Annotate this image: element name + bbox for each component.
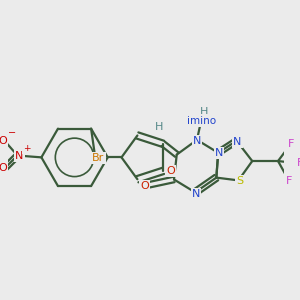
Text: S: S <box>236 176 243 186</box>
Text: O: O <box>0 164 7 173</box>
Text: N: N <box>215 148 223 158</box>
Text: H: H <box>200 107 208 117</box>
Text: Br: Br <box>92 153 105 163</box>
Text: N: N <box>15 151 23 160</box>
Text: F: F <box>288 140 294 149</box>
Text: O: O <box>140 181 149 191</box>
Text: H: H <box>155 122 164 132</box>
Text: N: N <box>233 137 242 147</box>
Text: −: − <box>8 128 16 138</box>
Text: O: O <box>0 136 7 146</box>
Text: F: F <box>286 176 292 186</box>
Text: +: + <box>23 144 30 153</box>
Text: N: N <box>192 189 200 199</box>
Text: O: O <box>166 166 175 176</box>
Text: imino: imino <box>187 116 216 125</box>
Text: F: F <box>297 158 300 168</box>
Text: N: N <box>193 136 201 146</box>
